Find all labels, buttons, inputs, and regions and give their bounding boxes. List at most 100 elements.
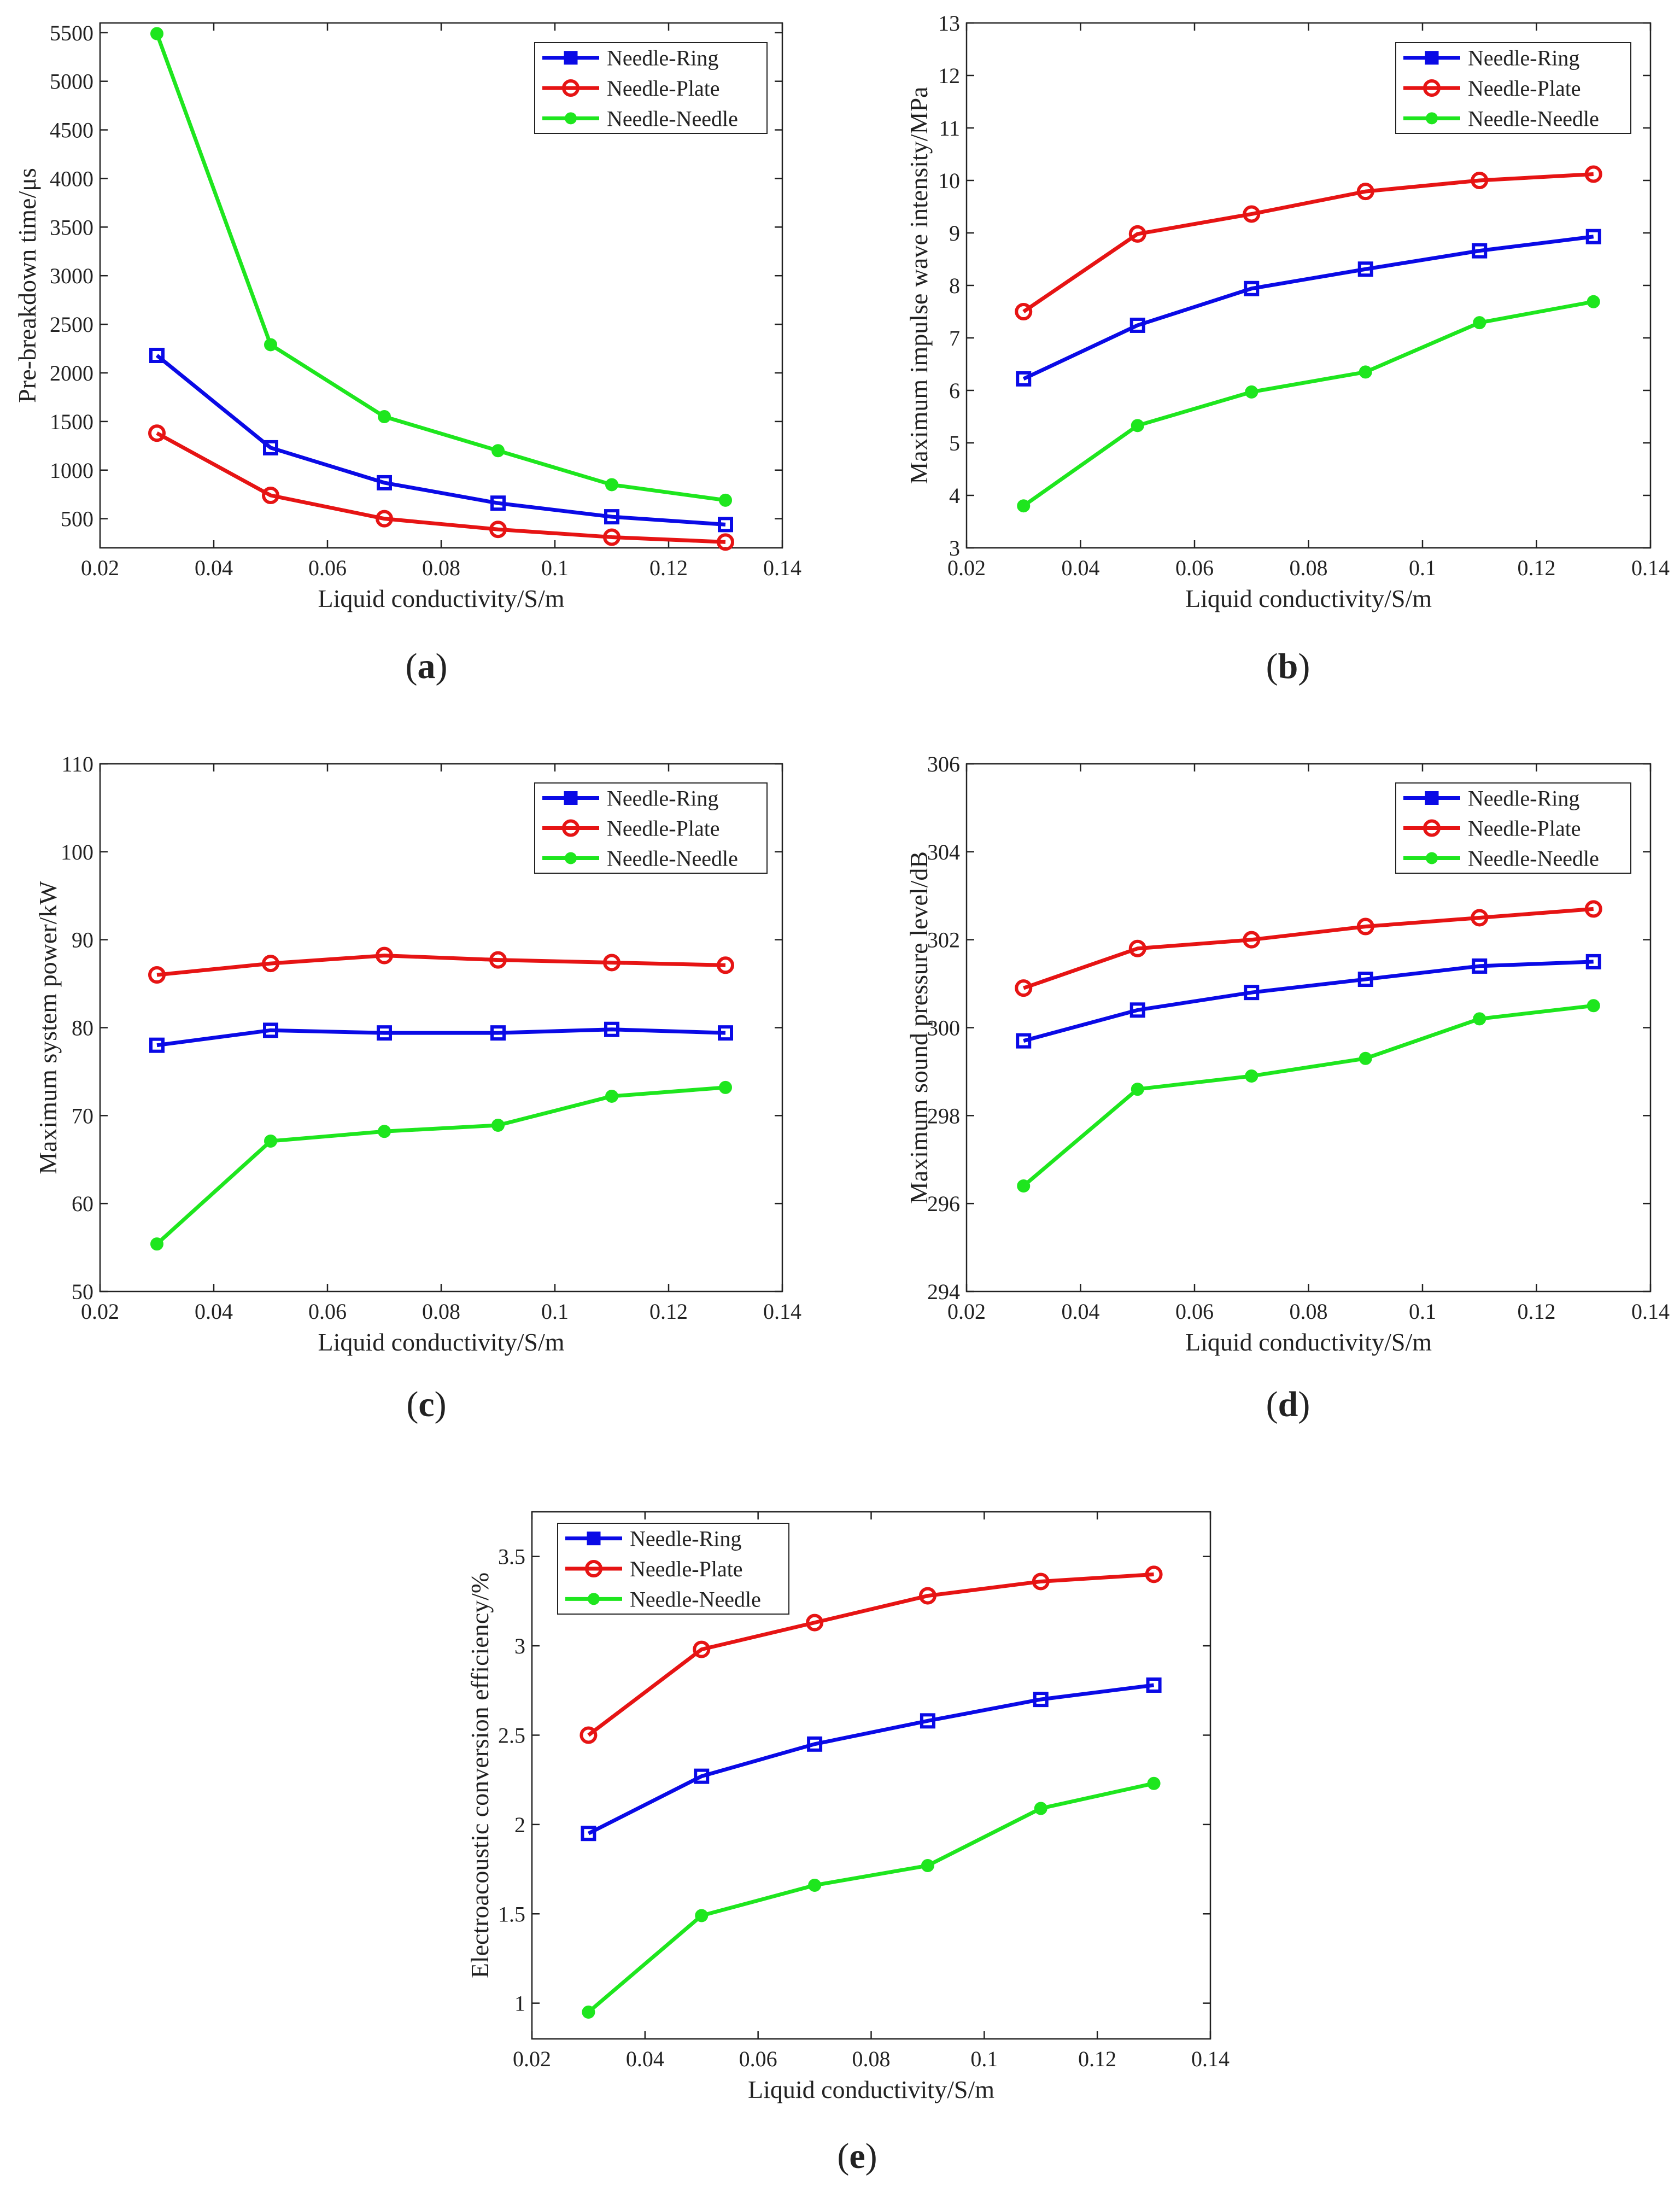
- data-point: [490, 495, 506, 511]
- data-point: [1357, 972, 1373, 987]
- series-line: [587, 1781, 1155, 2014]
- data-point: [807, 1736, 823, 1752]
- data-point: [1034, 1802, 1047, 1815]
- y-axis-label: Maximum impulse wave intensity/MPa: [905, 87, 933, 484]
- y-axis-label: Pre-breakdown time/μs: [13, 168, 41, 403]
- y-tick-label: 70: [72, 1103, 93, 1128]
- panel-letter: c: [418, 1384, 434, 1424]
- data-point: [490, 1025, 506, 1041]
- data-point: [264, 1134, 277, 1148]
- data-point: [1146, 1677, 1162, 1693]
- data-point: [376, 510, 393, 528]
- y-tick-label: 10: [938, 168, 960, 193]
- panel-caption: (d): [1266, 1384, 1310, 1424]
- x-tick-label: 0.1: [970, 2047, 998, 2071]
- series-needle-needle: [1017, 295, 1600, 513]
- data-point: [1128, 225, 1146, 243]
- legend-entry: Needle-Ring: [607, 786, 718, 811]
- y-tick-label: 1: [514, 1991, 525, 2016]
- data-point: [603, 528, 621, 546]
- y-tick-label: 4500: [50, 118, 93, 143]
- x-tick-label: 0.14: [763, 556, 801, 580]
- legend-entry: Needle-Plate: [607, 816, 720, 841]
- legend-marker: [564, 791, 578, 805]
- data-point: [1245, 1069, 1258, 1083]
- data-point: [1471, 172, 1489, 189]
- data-point: [1472, 958, 1488, 974]
- x-tick-label: 0.02: [513, 2047, 551, 2071]
- data-point: [581, 1826, 596, 1842]
- data-point: [717, 533, 734, 551]
- x-tick-label: 0.12: [649, 556, 688, 580]
- y-tick-label: 5: [949, 431, 960, 455]
- x-tick-label: 0.02: [81, 556, 119, 580]
- data-point: [1359, 1051, 1372, 1065]
- y-tick-label: 2.5: [498, 1723, 525, 1747]
- x-tick-label: 0.06: [739, 2047, 777, 2071]
- data-point: [1244, 985, 1260, 1001]
- data-point: [719, 1080, 732, 1094]
- y-tick-label: 3: [514, 1634, 525, 1658]
- x-tick-label: 0.08: [422, 1299, 460, 1324]
- x-tick-label: 0.04: [626, 2047, 664, 2071]
- x-tick-label: 0.06: [1175, 1299, 1214, 1324]
- chart-panel-d: 0.02 0.04 0.06 0.08 0.1 0.12 0.14 294 296 298 300 3…: [905, 752, 1670, 1424]
- x-tick-label: 0.1: [541, 1299, 569, 1324]
- y-tick-label: 80: [72, 1016, 93, 1041]
- data-point: [1587, 295, 1600, 308]
- x-tick-label: 0.14: [1631, 1299, 1670, 1324]
- data-point: [921, 1859, 934, 1873]
- data-point: [264, 338, 277, 352]
- y-axis-label: Electroacoustic conversion efficiency/%: [466, 1573, 494, 1979]
- legend-marker: [588, 1593, 600, 1605]
- series-line: [1023, 907, 1594, 990]
- data-point: [717, 956, 734, 974]
- series-needle-ring: [149, 1021, 733, 1053]
- y-tick-label: 4000: [50, 166, 93, 191]
- data-point: [806, 1614, 824, 1632]
- x-tick-label: 0.12: [1078, 2047, 1116, 2071]
- data-point: [718, 1025, 733, 1041]
- data-point: [491, 444, 505, 458]
- y-tick-label: 5500: [50, 21, 93, 45]
- series-line: [587, 1572, 1154, 1737]
- series-line: [155, 1085, 726, 1246]
- data-point: [1147, 1776, 1161, 1790]
- data-point: [489, 951, 507, 969]
- data-point: [694, 1768, 710, 1784]
- x-axis-label: Liquid conductivity/S/m: [1185, 1328, 1432, 1356]
- y-tick-label: 300: [927, 1016, 960, 1041]
- data-point: [148, 424, 166, 442]
- data-point: [1032, 1573, 1050, 1591]
- x-tick-label: 0.04: [1062, 1299, 1100, 1324]
- data-point: [1584, 900, 1602, 918]
- series-line: [156, 431, 726, 544]
- data-point: [378, 1125, 391, 1138]
- y-tick-label: 2500: [50, 312, 93, 337]
- legend-entry: Needle-Plate: [607, 76, 720, 101]
- series-line: [155, 33, 726, 502]
- series-line: [1022, 1003, 1594, 1188]
- data-point: [262, 487, 279, 504]
- legend-marker: [1423, 819, 1441, 837]
- data-point: [1243, 205, 1261, 223]
- data-point: [1145, 1565, 1163, 1583]
- x-tick-label: 0.06: [308, 556, 347, 580]
- data-point: [378, 410, 391, 423]
- x-tick-label: 0.04: [195, 1299, 233, 1324]
- x-tick-label: 0.02: [81, 1299, 119, 1324]
- series-needle-plate: [579, 1565, 1163, 1744]
- data-point: [489, 521, 507, 539]
- legend-marker: [585, 1560, 602, 1577]
- data-point: [491, 1119, 505, 1132]
- data-point: [377, 1025, 392, 1041]
- series-needle-needle: [150, 1080, 732, 1251]
- series-line: [587, 1683, 1155, 1836]
- chart-panel-a: 0.02 0.04 0.06 0.08 0.1 0.12 0.14 500 1000 1500 20…: [13, 21, 801, 686]
- legend-entry: Needle-Ring: [607, 46, 718, 71]
- data-point: [718, 517, 733, 533]
- x-tick-label: 0.04: [195, 556, 233, 580]
- y-tick-label: 8: [949, 273, 960, 298]
- y-tick-label: 7: [949, 326, 960, 350]
- data-point: [920, 1713, 935, 1729]
